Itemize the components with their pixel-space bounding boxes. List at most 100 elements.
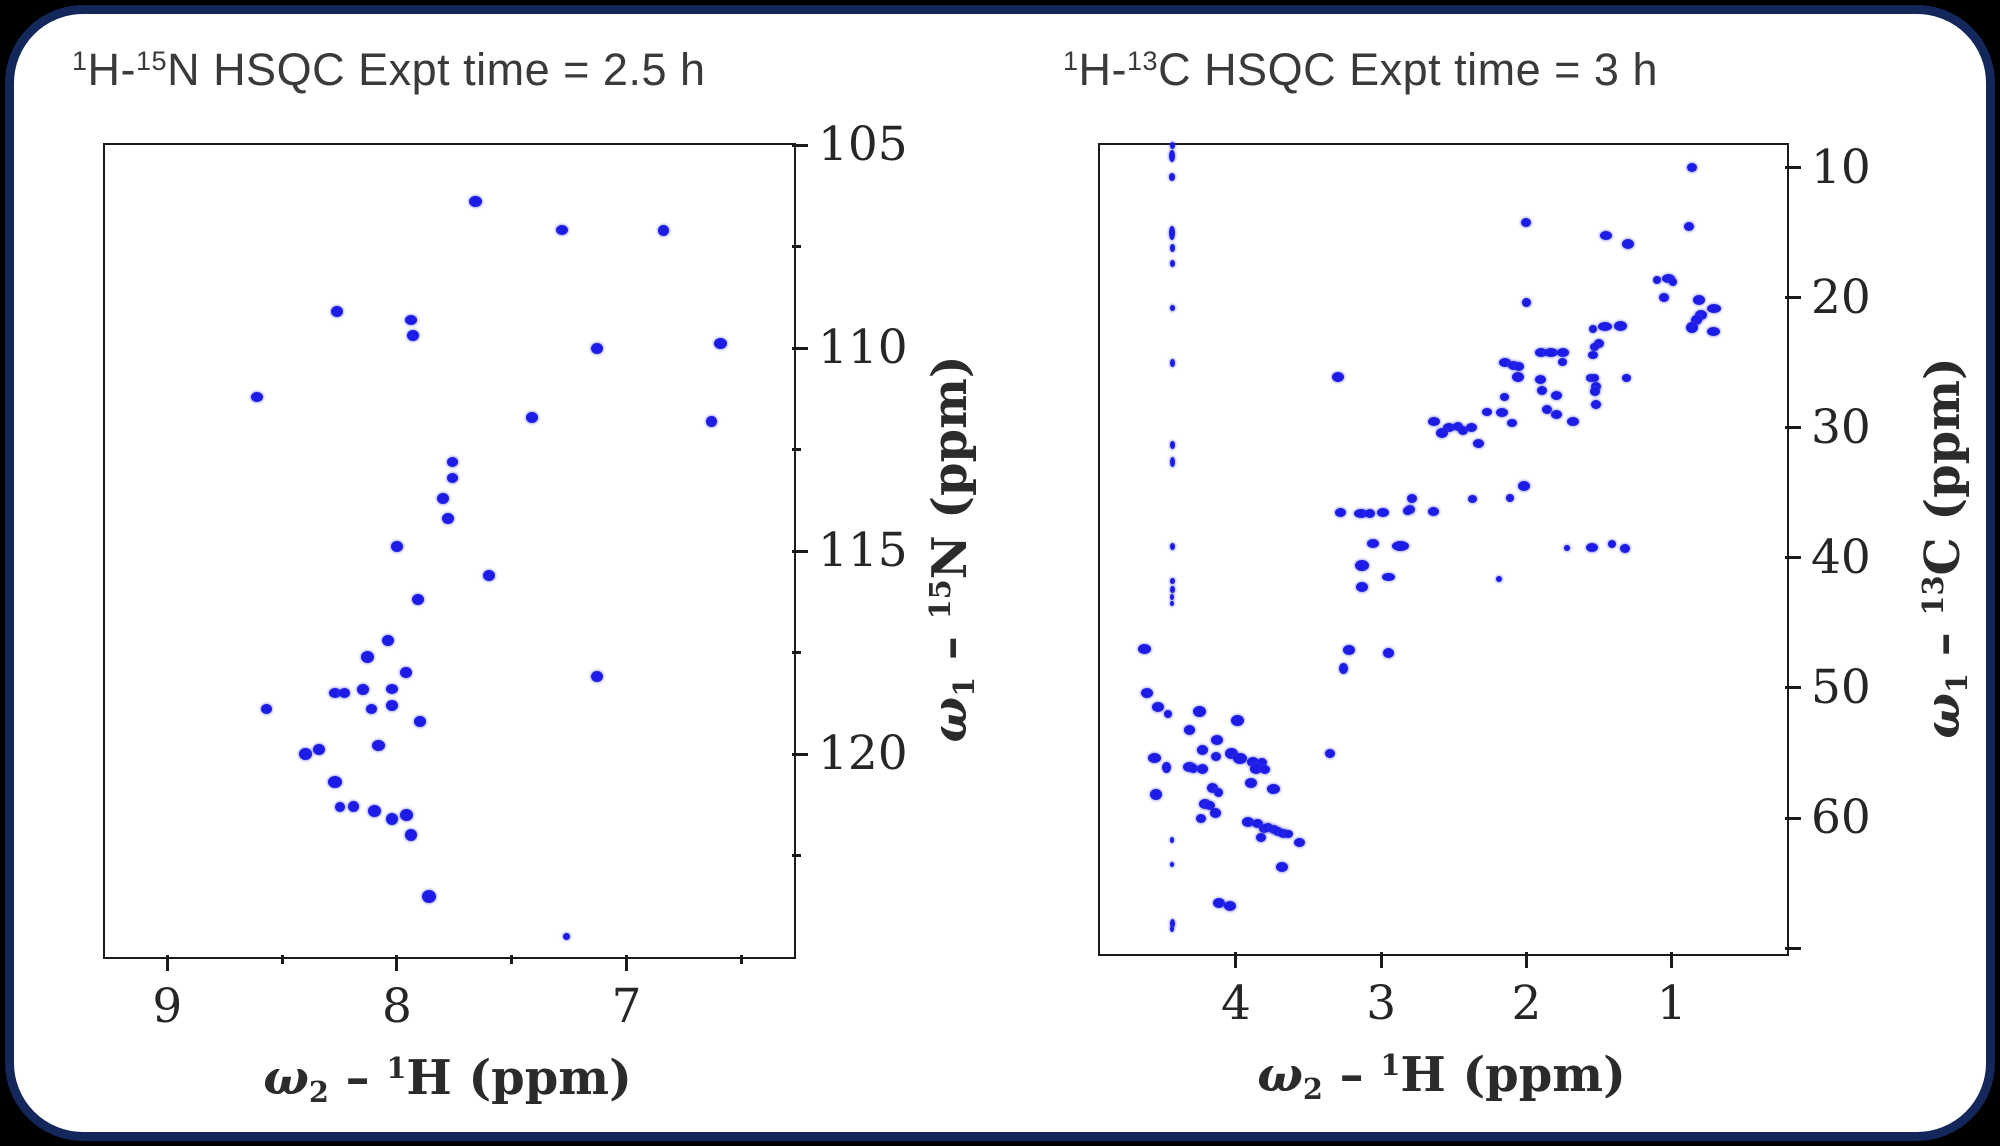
x-axis-tick-label: 7 bbox=[611, 979, 642, 1034]
water-streak-dot bbox=[1170, 593, 1175, 600]
peak bbox=[436, 492, 449, 504]
peak bbox=[1517, 481, 1530, 492]
x-axis-tick bbox=[165, 955, 169, 971]
peak bbox=[1687, 163, 1698, 173]
peak bbox=[1589, 386, 1600, 396]
peak bbox=[356, 683, 369, 695]
peak bbox=[1225, 747, 1239, 759]
peak bbox=[657, 224, 669, 236]
peak bbox=[1620, 544, 1631, 554]
peak bbox=[1214, 787, 1224, 797]
y-axis-label: ω1 – 15N (ppm) bbox=[922, 355, 982, 743]
peak bbox=[441, 513, 454, 525]
peak bbox=[1197, 763, 1209, 774]
peak bbox=[1207, 783, 1219, 794]
peak bbox=[381, 634, 394, 646]
water-streak-dot bbox=[1170, 837, 1175, 844]
peak bbox=[482, 569, 495, 581]
peak bbox=[446, 472, 458, 483]
peak bbox=[1686, 322, 1699, 334]
peak bbox=[1193, 705, 1207, 717]
x-axis-tick-label: 1 bbox=[1656, 976, 1687, 1031]
peak bbox=[400, 667, 413, 679]
water-streak-dot bbox=[1169, 440, 1175, 449]
peak bbox=[1137, 643, 1151, 654]
y-axis-minor-tick bbox=[792, 448, 801, 452]
peak bbox=[1325, 748, 1336, 758]
plot-frame bbox=[1098, 143, 1789, 956]
x-axis-tick-label: 4 bbox=[1221, 976, 1251, 1031]
peak bbox=[399, 808, 413, 821]
peak bbox=[1211, 734, 1224, 745]
peak bbox=[250, 391, 263, 402]
peak bbox=[1255, 833, 1266, 843]
peak bbox=[1684, 221, 1695, 231]
peak bbox=[390, 541, 403, 553]
y-axis-minor-tick bbox=[792, 245, 801, 249]
peak bbox=[1391, 541, 1409, 552]
peak bbox=[1189, 764, 1199, 774]
y-axis-tick-label: 20 bbox=[1811, 269, 1871, 325]
peak bbox=[1564, 544, 1571, 551]
peak bbox=[1241, 816, 1254, 827]
x-axis-tick bbox=[395, 955, 399, 971]
peak bbox=[422, 889, 437, 903]
water-streak-dot bbox=[1170, 925, 1175, 932]
peak bbox=[1244, 777, 1257, 788]
peak bbox=[1693, 295, 1706, 306]
y-axis-tick bbox=[1785, 166, 1801, 170]
peak bbox=[1521, 217, 1532, 227]
peak bbox=[468, 196, 482, 208]
x-axis-label: ω2 – 1H (ppm) bbox=[1257, 1047, 1626, 1107]
peak bbox=[1622, 374, 1632, 383]
peak bbox=[1402, 507, 1412, 516]
peak bbox=[1473, 438, 1485, 448]
peak bbox=[706, 415, 718, 427]
peak bbox=[1233, 752, 1248, 764]
peak bbox=[1690, 314, 1702, 325]
peak bbox=[1294, 838, 1306, 848]
peak bbox=[1436, 428, 1449, 439]
peak bbox=[714, 338, 728, 350]
right-plot-title: 1H-13C HSQC Expt time = 3 h bbox=[1063, 44, 1658, 95]
peak bbox=[1428, 506, 1439, 516]
water-streak-dot bbox=[1169, 456, 1175, 467]
peak bbox=[386, 812, 399, 825]
x-axis-tick bbox=[1670, 952, 1674, 968]
plot-frame bbox=[103, 143, 796, 959]
peak bbox=[413, 716, 426, 728]
y-axis-tick-label: 50 bbox=[1811, 659, 1871, 715]
water-streak-dot bbox=[1170, 862, 1175, 868]
peak bbox=[1541, 405, 1552, 415]
peak bbox=[1514, 362, 1525, 372]
peak bbox=[590, 671, 603, 683]
peak bbox=[328, 688, 341, 699]
peak bbox=[1453, 422, 1464, 432]
y-axis-tick bbox=[1785, 686, 1801, 690]
peak bbox=[1468, 495, 1478, 504]
peak bbox=[360, 650, 374, 663]
peak bbox=[1331, 372, 1344, 383]
peak bbox=[1260, 765, 1271, 775]
y-axis-tick-label: 40 bbox=[1811, 529, 1871, 585]
peak bbox=[1551, 410, 1563, 420]
peak bbox=[1535, 375, 1547, 385]
x-axis-minor-tick bbox=[739, 955, 743, 964]
y-axis-tick bbox=[1785, 556, 1801, 560]
peak bbox=[1498, 358, 1511, 368]
peak bbox=[1382, 647, 1394, 658]
x-axis-label: ω2 – 1H (ppm) bbox=[263, 1050, 632, 1110]
y-axis-tick-label: 105 bbox=[818, 117, 908, 173]
x-axis-tick-label: 9 bbox=[152, 979, 183, 1034]
peak bbox=[1366, 539, 1379, 549]
peak bbox=[1591, 399, 1602, 409]
peak bbox=[1267, 784, 1281, 795]
water-streak-dot bbox=[1169, 578, 1175, 585]
peak bbox=[563, 933, 571, 941]
peak bbox=[331, 305, 344, 317]
peak bbox=[1224, 901, 1237, 912]
peak bbox=[1566, 416, 1579, 426]
water-streak-dot bbox=[1170, 600, 1175, 606]
peak bbox=[1495, 575, 1502, 582]
peak bbox=[1210, 752, 1221, 762]
